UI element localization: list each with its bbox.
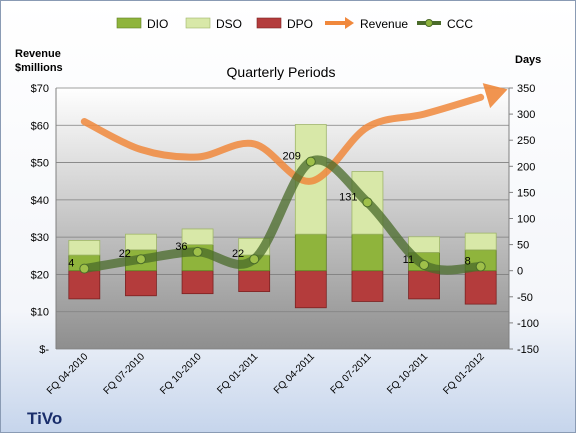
right-tick-label: 0 <box>517 266 523 278</box>
left-tick-label: $- <box>39 344 49 356</box>
ccc-data-label: 209 <box>282 151 300 163</box>
ccc-data-label: 22 <box>119 248 131 260</box>
bar-dpo <box>464 270 497 305</box>
left-tick-label: $20 <box>31 269 49 281</box>
bar-dpo <box>181 270 214 295</box>
right-tick-label: 100 <box>517 214 535 226</box>
ccc-data-label: 131 <box>339 191 357 203</box>
left-tick-label: $40 <box>31 195 49 207</box>
right-tick-label: 200 <box>517 161 535 173</box>
bar-dio <box>351 233 384 272</box>
left-tick-label: $50 <box>31 158 49 170</box>
bar-dso <box>68 240 101 256</box>
right-tick-label: 250 <box>517 135 535 147</box>
legend-swatch-dio <box>116 17 142 29</box>
ccc-data-label: 36 <box>175 241 187 253</box>
ccc-data-labels: 4 22 36 22 209 131 11 8 <box>68 151 471 270</box>
right-tick-label: 50 <box>517 240 529 252</box>
bar-dpo <box>68 270 101 300</box>
legend-label-ccc: CCC <box>447 17 473 31</box>
bar-dpo <box>238 270 271 292</box>
legend-label-dio: DIO <box>147 17 168 31</box>
ccc-data-label: 8 <box>465 256 471 268</box>
ccc-series <box>79 155 486 275</box>
ccc-point <box>419 259 430 270</box>
ccc-point <box>362 197 373 208</box>
bar-dso <box>408 236 440 253</box>
legend-label-dso: DSO <box>216 17 242 31</box>
legend: DIO DSO DPO Revenue CCC <box>116 17 473 31</box>
y-right-label: Days <box>515 54 541 66</box>
ccc-data-label: 4 <box>68 258 74 270</box>
bar-dso <box>464 232 497 251</box>
ccc-point <box>135 254 146 265</box>
left-tick-label: $30 <box>31 232 49 244</box>
legend-label-revenue: Revenue <box>360 17 408 31</box>
bar-dio <box>294 233 327 272</box>
ccc-point <box>305 156 316 167</box>
left-tick-label: $10 <box>31 307 49 319</box>
right-axis: -150 -100 -50 0 50 100 150 200 250 300 350 <box>509 83 539 356</box>
y-left-label-line2: $millions <box>15 62 63 74</box>
ccc-point <box>249 254 260 265</box>
revenue-line <box>80 93 485 185</box>
ccc-point <box>475 261 486 272</box>
ccc-data-label: 22 <box>232 248 244 260</box>
bar-dso <box>181 228 214 246</box>
ccc-point <box>79 263 90 274</box>
bar-dpo <box>125 270 157 297</box>
bar-dpo <box>351 270 384 302</box>
right-tick-label: 350 <box>517 83 535 95</box>
left-axis: $- $10 $20 $30 $40 $50 $60 $70 <box>31 83 50 356</box>
legend-label-dpo: DPO <box>287 17 313 31</box>
ccc-line <box>79 155 486 275</box>
bar-dpo <box>294 270 327 309</box>
right-tick-label: -100 <box>517 318 539 330</box>
revenue-series <box>80 83 508 185</box>
bar-dso <box>125 233 157 251</box>
left-tick-label: $70 <box>31 83 49 95</box>
legend-swatch-ccc <box>417 19 441 27</box>
right-tick-label: -150 <box>517 344 539 356</box>
ccc-data-label: 11 <box>403 254 414 266</box>
right-tick-label: 150 <box>517 187 535 199</box>
right-tick-label: -50 <box>517 292 533 304</box>
ccc-point <box>192 246 203 257</box>
right-tick-label: 300 <box>517 109 535 121</box>
bar-dpo <box>408 270 440 300</box>
legend-swatch-dso <box>185 17 211 29</box>
left-tick-label: $60 <box>31 120 49 132</box>
chart-title: Quarterly Periods <box>227 64 336 80</box>
revenue-arrowhead <box>482 83 508 109</box>
legend-swatch-revenue <box>325 17 354 29</box>
company-name: TiVo <box>27 409 62 428</box>
legend-swatch-dpo <box>256 17 282 29</box>
y-left-label-line1: Revenue <box>15 48 61 60</box>
